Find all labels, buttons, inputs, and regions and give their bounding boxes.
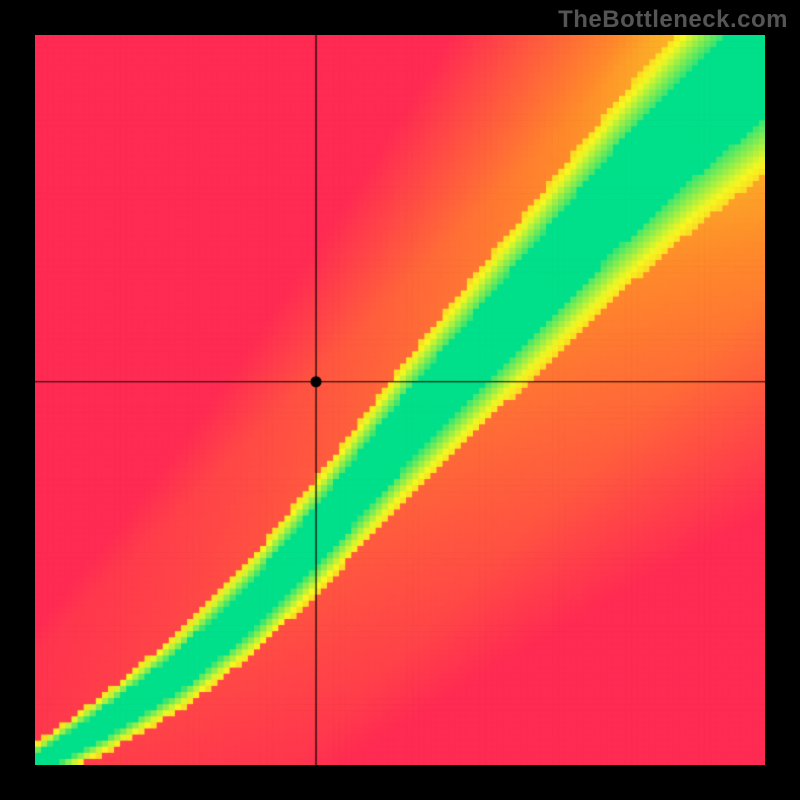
chart-container: TheBottleneck.com (0, 0, 800, 800)
plot-area (35, 35, 765, 765)
watermark-text: TheBottleneck.com (558, 6, 788, 34)
heatmap-canvas (35, 35, 765, 765)
